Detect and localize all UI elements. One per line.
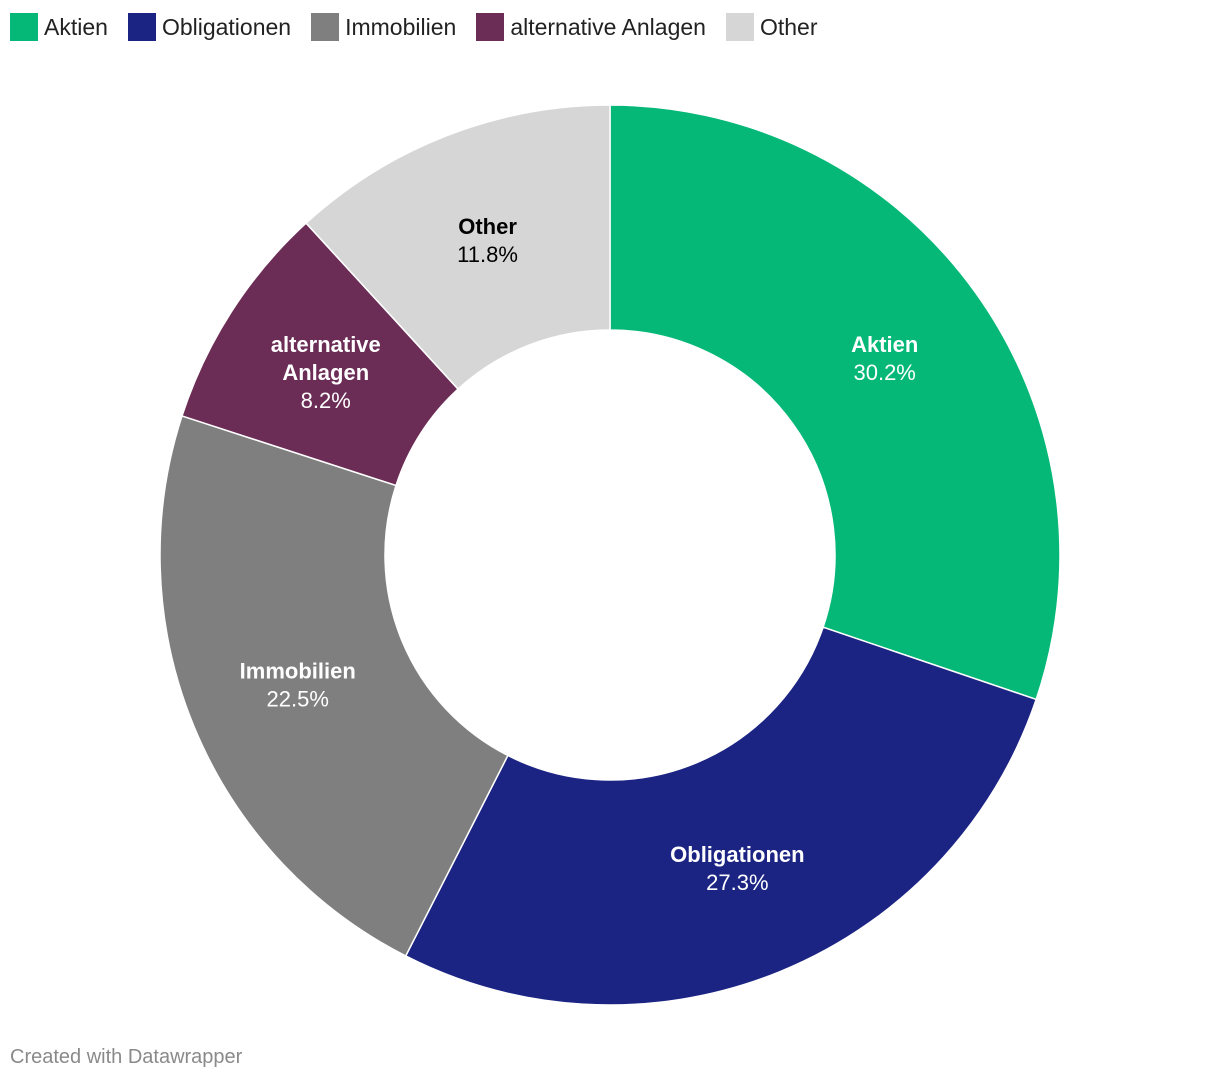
legend-label: Obligationen xyxy=(161,13,292,40)
legend-swatch xyxy=(311,13,340,41)
slice-value: 11.8% xyxy=(457,242,518,267)
legend-label: Other xyxy=(759,13,818,40)
slice-obligationen xyxy=(404,626,1038,1006)
slice-name: Anlagen xyxy=(282,360,369,385)
slice-data-label: Obligationen 27.3% xyxy=(670,842,804,895)
footer-credit: Created with Datawrapper xyxy=(10,1046,243,1068)
legend-item: alternative Anlagen xyxy=(476,13,706,41)
slice-value: 22.5% xyxy=(267,686,329,711)
legend-swatch xyxy=(725,13,754,41)
slice-value: 8.2% xyxy=(301,388,351,413)
legend-label: Immobilien xyxy=(345,13,457,40)
donut-chart: Aktien 30.2% Obligationen 27.3% Immobilien 22… xyxy=(159,104,1061,1006)
slice-data-label: Other 11.8% xyxy=(457,214,518,267)
slice-name: Obligationen xyxy=(670,842,804,867)
legend-swatch xyxy=(476,13,505,41)
slice-value: 27.3% xyxy=(706,870,768,895)
slice-value: 30.2% xyxy=(853,360,915,385)
legend-item: Obligationen xyxy=(127,13,292,41)
slice-name: Immobilien xyxy=(240,658,356,683)
slice-data-label: alternative Anlagen 8.2% xyxy=(271,332,381,413)
legend-label: Aktien xyxy=(44,13,108,40)
slices xyxy=(159,104,1061,1006)
slice-name: alternative xyxy=(271,332,381,357)
slice-other xyxy=(305,104,611,391)
legend-label: alternative Anlagen xyxy=(510,13,706,40)
slice-labels: Aktien 30.2% Obligationen 27.3% Immobilien 22… xyxy=(240,214,919,895)
slice-data-label: Aktien 30.2% xyxy=(851,332,918,385)
legend-item: Aktien xyxy=(10,13,108,41)
slice-aktien xyxy=(609,104,1061,701)
legend-item: Immobilien xyxy=(311,13,456,41)
legend-swatch xyxy=(10,13,38,41)
legend-item: Other xyxy=(725,13,818,41)
slice-name: Other xyxy=(458,214,517,239)
slice-data-label: Immobilien 22.5% xyxy=(240,658,356,711)
legend-swatch xyxy=(127,13,156,41)
chart-legend: Aktien Obligationen Immobilien alternative … xyxy=(10,12,838,42)
slice-immobilien xyxy=(159,414,509,957)
slice-name: Aktien xyxy=(851,332,918,357)
